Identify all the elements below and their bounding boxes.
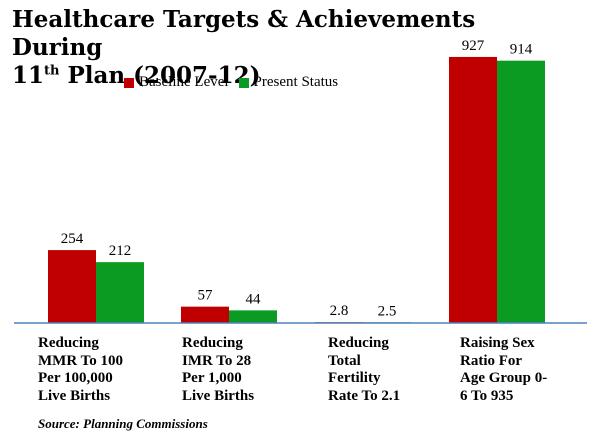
- title-plan-period: Plan (2007-12): [59, 62, 261, 89]
- legend-label-present: Present Status: [253, 74, 339, 90]
- legend-label-baseline: Baseline Level: [139, 74, 229, 90]
- source-note: Source: Planning Commissions: [38, 416, 208, 431]
- chart-title: Healthcare Targets & Achievements During…: [12, 6, 532, 90]
- bar-present-3: [497, 60, 545, 323]
- bar-baseline-1: [181, 306, 229, 323]
- category-label-mmr: Reducing MMR To 100 Per 100,000 Live Bir…: [38, 335, 124, 404]
- legend-swatch-baseline: [124, 77, 134, 88]
- legend-entry-baseline: Baseline Level: [124, 74, 229, 91]
- chart-title-line1: Healthcare Targets & Achievements During: [12, 6, 476, 61]
- legend-entry-present: Present Status: [238, 74, 339, 91]
- data-label-baseline-1: 57: [198, 288, 214, 304]
- category-label-imr: Reducing IMR To 28 Per 1,000 Live Births: [182, 335, 255, 404]
- title-plan-suffix: th: [44, 63, 60, 79]
- bar-present-0: [96, 262, 144, 323]
- legend: Baseline Level Present Status: [124, 74, 348, 91]
- data-label-baseline-2: 2.8: [330, 303, 349, 319]
- data-label-baseline-3: 927: [462, 38, 485, 54]
- bar-present-1: [229, 310, 277, 323]
- data-label-present-2: 2.5: [378, 303, 397, 319]
- category-label-sex-ratio: Raising Sex Ratio For Age Group 0- 6 To …: [460, 335, 548, 404]
- data-label-present-3: 914: [510, 42, 533, 58]
- category-label-tfr: Reducing Total Fertility Rate To 2.1: [328, 335, 401, 404]
- data-label-present-0: 212: [109, 243, 132, 259]
- legend-swatch-present: [238, 77, 249, 88]
- data-label-present-1: 44: [246, 291, 262, 307]
- bar-baseline-0: [48, 250, 96, 323]
- bar-baseline-3: [449, 56, 497, 324]
- data-label-baseline-0: 254: [61, 231, 84, 247]
- title-plan-number: 11: [12, 62, 45, 89]
- chart-title-line2: 11th Plan (2007-12): [12, 62, 532, 90]
